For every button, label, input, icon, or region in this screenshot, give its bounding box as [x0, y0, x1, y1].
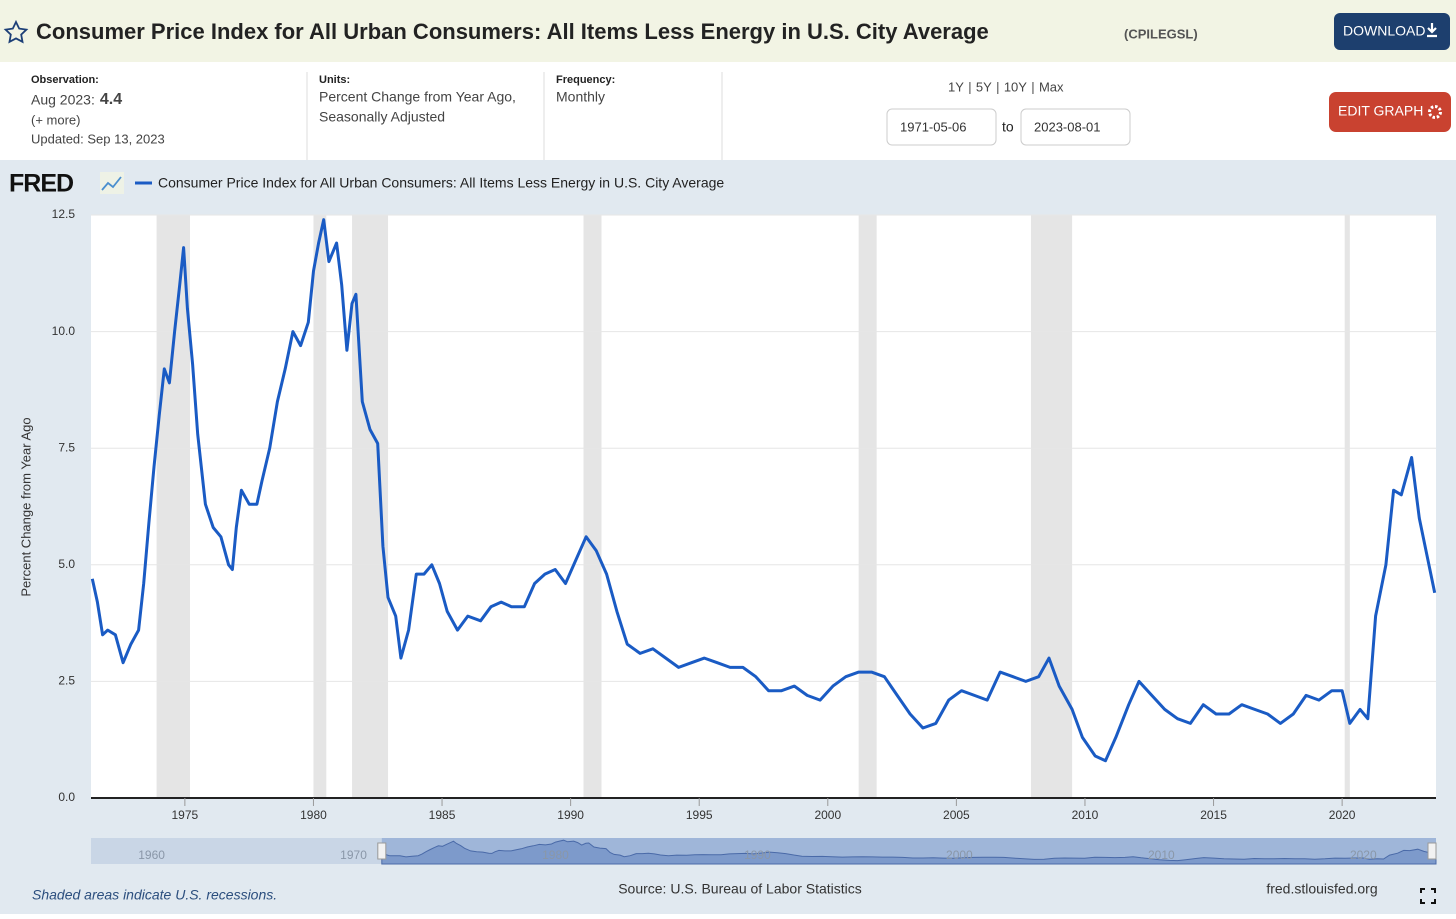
y-tick-label: 2.5 [58, 674, 75, 688]
x-tick-label: 1975 [172, 808, 199, 822]
y-tick-label: 0.0 [58, 790, 75, 804]
series-line [90, 218, 1437, 763]
navigator-tick-label: 2010 [1148, 848, 1175, 862]
plot: 0.0 2.5 5.0 7.5 10.0 12.5 1975 1980 1985 1990 1995… [52, 207, 1437, 865]
favorite-star[interactable] [3, 19, 29, 44]
x-tick-label: 1990 [557, 808, 584, 822]
frequency-label: Frequency: [556, 74, 615, 86]
edit-graph-button[interactable] [1329, 92, 1451, 132]
logo-icon [100, 172, 124, 194]
fred-logo: FRED [9, 170, 73, 198]
navigator-handle[interactable] [377, 842, 387, 860]
series-title: Consumer Price Index for All Urban Consu… [36, 19, 989, 44]
fullscreen-icon[interactable] [1420, 888, 1436, 904]
frequency-value: Monthly [556, 89, 605, 105]
edit-graph-label: EDIT GRAPH [1338, 103, 1423, 119]
series-id: (CPILEGSL) [1124, 26, 1198, 41]
x-tick-label: 2000 [814, 808, 841, 822]
x-tick-label: 1995 [686, 808, 713, 822]
updated: Updated: Sep 13, 2023 [31, 131, 165, 146]
range-link[interactable]: 1Y [948, 79, 964, 94]
navigator-tick-label: 1990 [744, 848, 771, 862]
gear-icon [1428, 105, 1442, 119]
range-link[interactable]: Max [1039, 79, 1064, 94]
x-tick-label: 1980 [300, 808, 327, 822]
recession-band [583, 215, 602, 798]
x-tick-label: 1985 [429, 808, 456, 822]
navigator-tick-label: 1970 [340, 848, 367, 862]
recession-band [313, 215, 327, 798]
units-label: Units: [319, 74, 350, 86]
recession-band [156, 215, 191, 798]
legend-label: Consumer Price Index for All Urban Consu… [158, 175, 724, 191]
recession-band [1030, 215, 1073, 798]
navigator-area [381, 839, 1437, 865]
header-bar [0, 0, 1456, 62]
observation-date: Aug 2023: [31, 92, 95, 108]
range-link[interactable]: 5Y [976, 79, 992, 94]
info-bar [0, 62, 1456, 160]
x-tick-label: 2010 [1072, 808, 1099, 822]
logo-icon-line [101, 176, 122, 191]
navigator-handle[interactable] [1427, 842, 1437, 860]
download-icon [1427, 23, 1437, 38]
to-label: to [1002, 119, 1014, 135]
y-axis-label: Percent Change from Year Ago [18, 417, 33, 596]
units-value: Seasonally Adjusted [319, 109, 445, 125]
observation-label: Observation: [31, 74, 99, 86]
y-tick-label: 7.5 [58, 440, 75, 454]
y-tick-label: 10.0 [52, 324, 76, 338]
y-tick-label: 5.0 [58, 557, 75, 571]
x-tick-label: 2005 [943, 808, 970, 822]
site: fred.stlouisfed.org [1266, 881, 1377, 897]
navigator-tick-label: 2000 [946, 848, 973, 862]
y-tick-label: 12.5 [52, 207, 76, 221]
download-button[interactable] [1334, 13, 1450, 50]
recession-band [1344, 215, 1350, 798]
units-value: Percent Change from Year Ago, [319, 89, 516, 105]
navigator-tick-label: 2020 [1350, 848, 1377, 862]
start-date-input[interactable] [886, 108, 997, 146]
download-label: DOWNLOAD [1343, 23, 1425, 39]
start-date: 1971-05-06 [900, 119, 967, 134]
range-link[interactable]: 10Y [1004, 79, 1027, 94]
observation-value: 4.4 [100, 91, 122, 108]
x-tick-label: 2015 [1200, 808, 1227, 822]
x-tick-label: 2020 [1329, 808, 1356, 822]
recession-band [858, 215, 877, 798]
navigator-tick-label: 1960 [138, 848, 165, 862]
recession-note: Shaded areas indicate U.S. recessions. [32, 887, 277, 903]
range-links: 1Y 5Y 10Y Max [948, 79, 1064, 94]
more-link[interactable]: (+ more) [31, 112, 80, 127]
navigator-tick-label: 1980 [542, 848, 569, 862]
end-date-input[interactable] [1020, 108, 1131, 146]
source: Source: U.S. Bureau of Labor Statistics [618, 881, 862, 897]
end-date: 2023-08-01 [1034, 119, 1101, 134]
